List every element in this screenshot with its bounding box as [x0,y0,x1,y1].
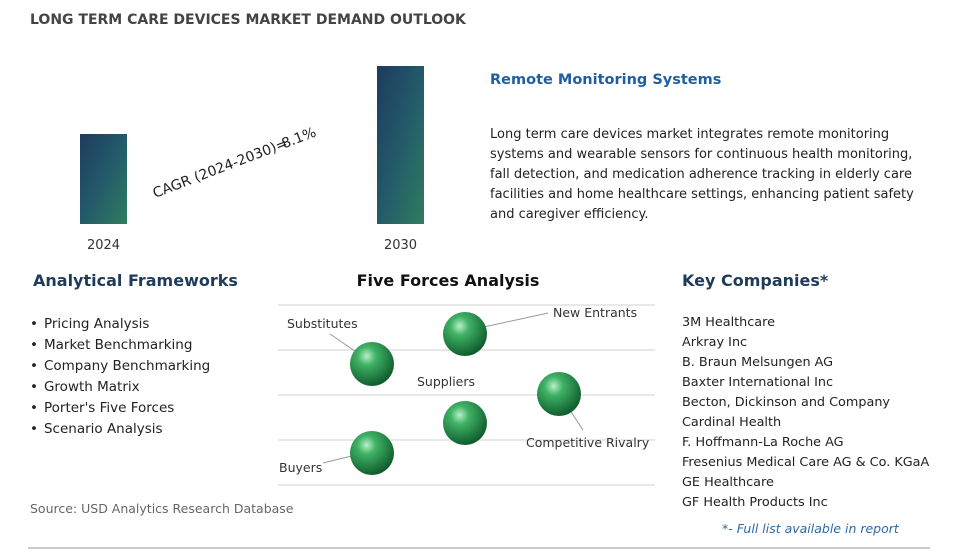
framework-item: Growth Matrix [30,378,210,399]
force-sphere [443,401,487,445]
company-item: Arkray Inc [682,335,748,350]
segment-title: Remote Monitoring Systems [490,72,722,88]
force-label: Competitive Rivalry [526,435,650,450]
cagr: CAGR (2024-2030)=8.1% [151,125,319,202]
x-tick-label: 2030 [384,238,417,253]
footnote: *- Full list available in report [722,521,899,536]
frameworks-title: Analytical Frameworks [33,271,238,290]
force-label: Substitutes [287,316,358,331]
bar [377,66,424,224]
cagr-value: 8.1% [280,125,319,153]
company-item: GF Health Products Inc [682,495,828,510]
company-item: B. Braun Melsungen AG [682,355,834,370]
title: LONG TERM CARE DEVICES MARKET DEMAND OUT… [30,12,466,28]
framework-item: Market Benchmarking [30,336,210,357]
framework-item: Pricing Analysis [30,315,210,336]
company-item: F. Hoffmann-La Roche AG [682,435,844,450]
framework-item: Scenario Analysis [30,420,210,441]
cagr-label: CAGR (2024-2030)= [151,136,290,202]
force-sphere [350,431,394,475]
force-sphere [350,342,394,386]
x-tick-label: 2024 [87,238,120,253]
framework-item: Porter's Five Forces [30,399,210,420]
framework-item: Company Benchmarking [30,357,210,378]
source: Source: USD Analytics Research Database [30,501,294,516]
company-item: 3M Healthcare [682,315,776,330]
company-item: GE Healthcare [682,475,774,490]
force-label: New Entrants [553,305,637,320]
company-item: Fresenius Medical Care AG & Co. KGaA [682,455,930,470]
companies-title: Key Companies* [682,271,829,290]
company-item: Becton, Dickinson and Company [682,395,890,410]
frameworks-list: Pricing AnalysisMarket BenchmarkingCompa… [30,315,210,441]
segment-description: Long term care devices market integrates… [490,127,914,222]
force-sphere [443,312,487,356]
five-forces-title: Five Forces Analysis [356,271,540,290]
force-label: Suppliers [417,374,475,389]
bar [80,134,127,224]
company-item: Cardinal Health [682,415,782,430]
companies-list: 3M Healthcare Arkray Inc B. Braun Melsunge… [682,314,929,514]
force-sphere [537,372,581,416]
force-label: Buyers [279,460,322,475]
company-item: Baxter International Inc [682,375,834,390]
